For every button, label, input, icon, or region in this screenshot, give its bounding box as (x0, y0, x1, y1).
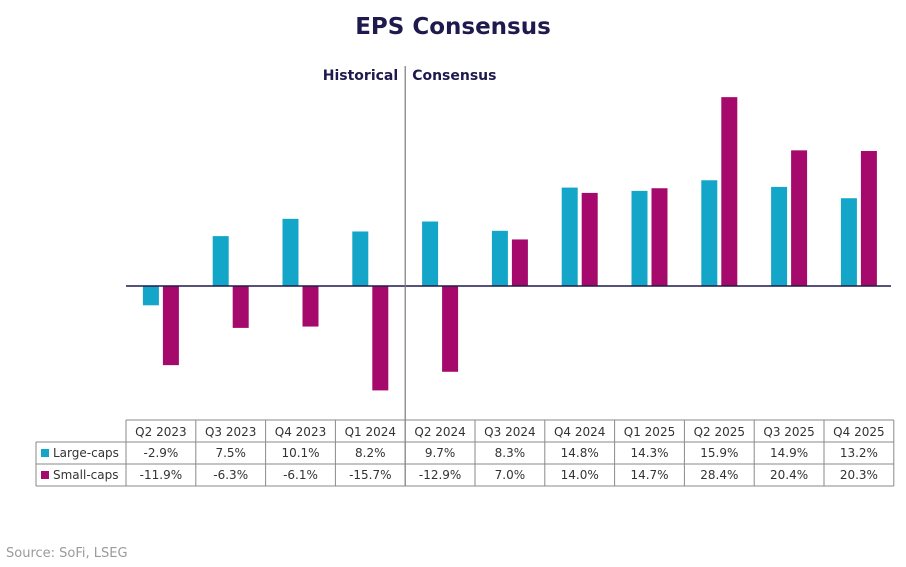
bar-large-caps-1 (212, 236, 229, 286)
data-label-small-caps: 20.4% (770, 468, 808, 482)
tick-label: Q2 2024 (414, 425, 465, 439)
data-label-small-caps: 7.0% (495, 468, 526, 482)
data-label-small-caps: 28.4% (700, 468, 738, 482)
legend-swatch-small-caps (41, 471, 49, 479)
chart-title: EPS Consensus (355, 14, 551, 40)
bar-small-caps-6 (581, 192, 598, 286)
bar-large-caps-5 (491, 230, 508, 286)
data-label-small-caps: 14.0% (561, 468, 599, 482)
data-label-large-caps: 14.3% (630, 446, 668, 460)
data-label-large-caps: 14.9% (770, 446, 808, 460)
data-label-small-caps: -12.9% (419, 468, 461, 482)
legend-swatch-large-caps (41, 449, 49, 457)
data-label-small-caps: -11.9% (140, 468, 182, 482)
data-label-large-caps: 10.1% (281, 446, 319, 460)
tick-label: Q2 2023 (135, 425, 186, 439)
data-label-large-caps: 9.7% (425, 446, 456, 460)
data-label-small-caps: -15.7% (349, 468, 391, 482)
data-label-small-caps: 14.7% (630, 468, 668, 482)
bar-small-caps-9 (791, 150, 808, 286)
data-label-small-caps: 20.3% (840, 468, 878, 482)
legend-label-large-caps: Large-caps (53, 446, 119, 460)
tick-label: Q1 2024 (345, 425, 396, 439)
bar-small-caps-4 (442, 286, 459, 372)
data-label-large-caps: 14.8% (561, 446, 599, 460)
bar-large-caps-7 (631, 190, 648, 286)
bar-large-caps-2 (282, 218, 299, 286)
tick-label: Q3 2025 (763, 425, 814, 439)
consensus-label: Consensus (412, 68, 496, 84)
bar-large-caps-4 (422, 221, 439, 286)
data-label-large-caps: 13.2% (840, 446, 878, 460)
data-label-large-caps: -2.9% (143, 446, 178, 460)
bar-small-caps-7 (651, 188, 668, 286)
tick-label: Q3 2024 (484, 425, 535, 439)
bar-large-caps-9 (771, 186, 788, 286)
legend-label-small-caps: Small-caps (53, 468, 118, 482)
tick-label: Q4 2024 (554, 425, 605, 439)
tick-label: Q3 2023 (205, 425, 256, 439)
bar-small-caps-3 (372, 286, 389, 391)
bar-small-caps-2 (302, 286, 319, 327)
bar-small-caps-8 (721, 97, 738, 286)
tick-label: Q4 2023 (275, 425, 326, 439)
bar-large-caps-6 (561, 187, 578, 286)
eps-chart: Historical Consensus Q2 2023-2.9%-11.9%Q… (35, 66, 895, 487)
bar-large-caps-8 (701, 180, 718, 286)
bar-small-caps-10 (860, 151, 877, 286)
bar-small-caps-1 (232, 286, 249, 328)
data-label-large-caps: 8.2% (355, 446, 386, 460)
data-label-large-caps: 8.3% (495, 446, 526, 460)
historical-label: Historical (323, 68, 398, 84)
tick-label: Q4 2025 (833, 425, 884, 439)
bar-small-caps-0 (162, 286, 179, 366)
tick-label: Q2 2025 (694, 425, 745, 439)
bar-small-caps-5 (511, 239, 528, 286)
data-label-small-caps: -6.1% (283, 468, 318, 482)
data-label-small-caps: -6.3% (213, 468, 248, 482)
data-label-large-caps: 15.9% (700, 446, 738, 460)
bar-large-caps-3 (352, 231, 369, 286)
data-label-large-caps: 7.5% (215, 446, 246, 460)
bar-large-caps-0 (142, 286, 159, 306)
bar-large-caps-10 (840, 198, 857, 286)
tick-label: Q1 2025 (624, 425, 675, 439)
data-table: Q2 2023 -2.9% -11.9% Q3 2023 7.5% -6.3% Q4 202… (35, 419, 895, 487)
source-note: Source: SoFi, LSEG (6, 546, 128, 561)
bars-layer (142, 97, 877, 391)
